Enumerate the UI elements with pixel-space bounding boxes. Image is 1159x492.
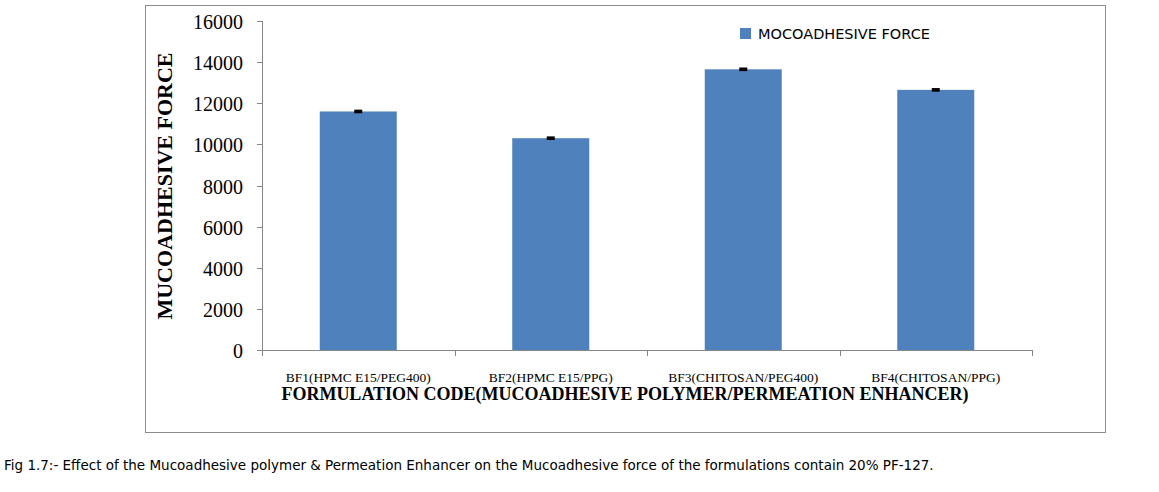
y-tick-label: 16000 xyxy=(193,11,243,33)
error-bar xyxy=(739,67,747,71)
y-tick-label: 14000 xyxy=(193,52,243,74)
y-tick-label: 12000 xyxy=(193,93,243,115)
y-axis-line xyxy=(262,21,263,350)
error-bar xyxy=(547,136,555,140)
x-tick xyxy=(1032,350,1033,356)
bar xyxy=(897,90,974,350)
legend-swatch xyxy=(740,28,751,39)
legend-label: MOCOADHESIVE FORCE xyxy=(758,26,930,42)
y-tick xyxy=(257,62,262,63)
x-tick xyxy=(647,350,648,356)
y-tick xyxy=(257,144,262,145)
x-tick-label: BF4(CHITOSAN/PPG) xyxy=(871,370,1000,385)
bar xyxy=(705,69,782,350)
legend: MOCOADHESIVE FORCE xyxy=(740,26,930,42)
x-tick xyxy=(262,350,263,356)
y-tick xyxy=(257,309,262,310)
y-tick xyxy=(257,268,262,269)
y-tick-label: 6000 xyxy=(203,217,243,239)
y-tick xyxy=(257,21,262,22)
error-bar xyxy=(932,88,940,92)
chart-svg: 0 2000 4000 6000 8000 10000 12000 14000 16000 BF1… xyxy=(0,0,1159,492)
y-tick xyxy=(257,350,262,351)
y-tick xyxy=(257,103,262,104)
x-tick xyxy=(840,350,841,356)
bar xyxy=(320,111,397,350)
bar xyxy=(512,138,589,350)
x-tick xyxy=(455,350,456,356)
chart-frame xyxy=(146,6,1106,433)
y-tick-label: 4000 xyxy=(203,258,243,280)
x-axis-title: FORMULATION CODE(MUCOADHESIVE POLYMER/PE… xyxy=(265,383,985,406)
y-tick-label: 8000 xyxy=(203,176,243,198)
chart-root: 0 2000 4000 6000 8000 10000 12000 14000 16000 BF1… xyxy=(0,0,1159,492)
y-tick xyxy=(257,227,262,228)
bars xyxy=(320,67,975,350)
error-cap xyxy=(547,136,555,140)
y-tick-label: 10000 xyxy=(193,134,243,156)
error-bar xyxy=(354,110,362,114)
x-tick-label: BF2(HPMC E15/PPG) xyxy=(489,370,613,385)
y-tick xyxy=(257,186,262,187)
error-cap xyxy=(739,67,747,71)
error-cap xyxy=(354,110,362,114)
error-cap xyxy=(932,88,940,92)
caption: Fig 1.7:- Effect of the Mucoadhesive pol… xyxy=(4,457,934,473)
x-tick-label: BF1(HPMC E15/PEG400) xyxy=(286,370,431,385)
x-tick-label: BF3(CHITOSAN/PEG400) xyxy=(668,370,818,385)
y-tick-label: 0 xyxy=(233,340,243,362)
y-tick-label: 2000 xyxy=(203,299,243,321)
y-axis-title: MUCOADHESIVE FORCE xyxy=(152,52,177,319)
